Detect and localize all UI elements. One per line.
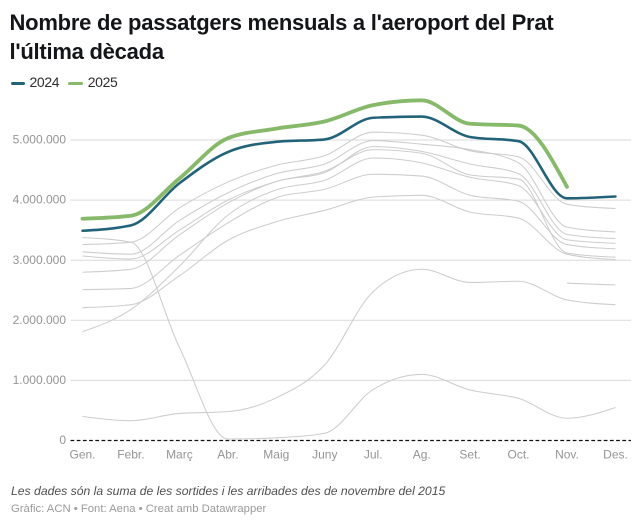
svg-text:Des.: Des. — [603, 448, 628, 462]
svg-text:3.000.000: 3.000.000 — [13, 253, 67, 267]
svg-text:5.000.000: 5.000.000 — [13, 133, 67, 147]
svg-text:Juny: Juny — [312, 448, 337, 462]
svg-text:Ag.: Ag. — [413, 448, 431, 462]
svg-text:Febr.: Febr. — [117, 448, 144, 462]
svg-text:1.000.000: 1.000.000 — [13, 373, 67, 387]
svg-text:Maig: Maig — [263, 448, 289, 462]
svg-text:Set.: Set. — [459, 448, 480, 462]
svg-text:Abr.: Abr. — [217, 448, 238, 462]
svg-text:Gen.: Gen. — [69, 448, 95, 462]
svg-text:0: 0 — [59, 433, 66, 447]
svg-text:4.000.000: 4.000.000 — [13, 193, 67, 207]
svg-text:2.000.000: 2.000.000 — [13, 313, 67, 327]
svg-text:Nov.: Nov. — [555, 448, 579, 462]
svg-text:Oct.: Oct. — [507, 448, 529, 462]
svg-text:Març: Març — [166, 448, 193, 462]
svg-text:Jul.: Jul. — [364, 448, 383, 462]
